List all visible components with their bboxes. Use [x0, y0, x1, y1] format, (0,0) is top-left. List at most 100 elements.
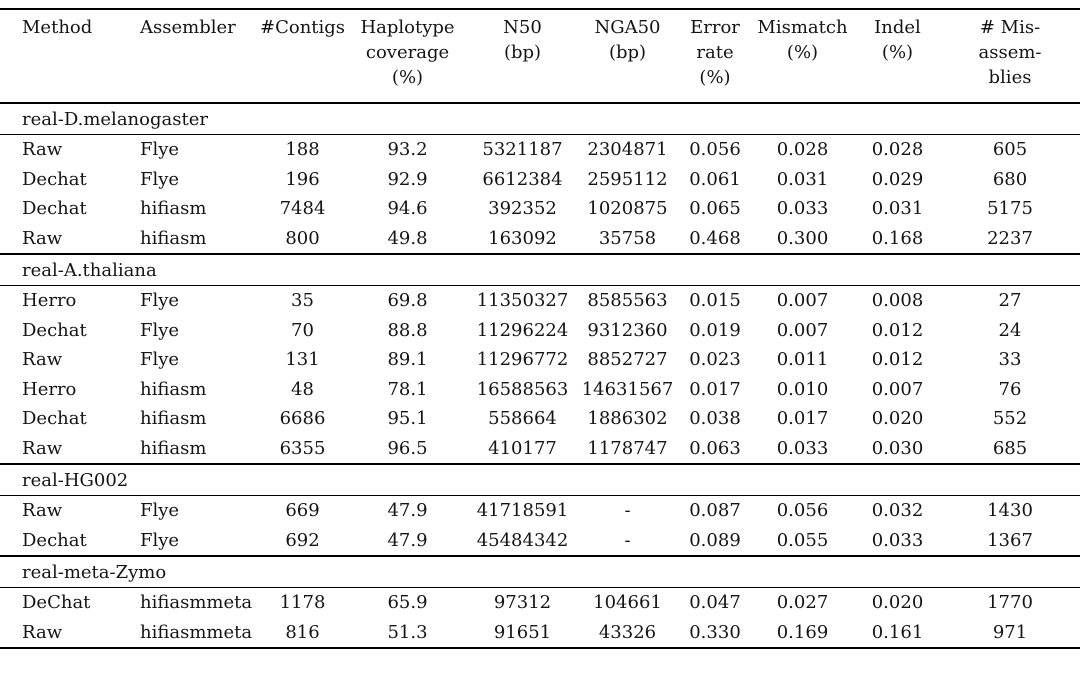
cell-error-rate: 0.330 [689, 621, 741, 643]
cell-assembler: hifiasmmeta [140, 592, 253, 614]
table-row: Raw hifiasm 6355 96.5 410177 1178747 0.063 0.03… [0, 434, 1080, 465]
cell-haplotype-coverage: 47.9 [387, 529, 428, 551]
cell-n50: 97312 [493, 592, 552, 614]
cell-error-rate: 0.061 [689, 168, 741, 190]
table-row: Dechat Flye 692 47.9 45484342 - 0.089 0.055 0.03… [0, 526, 1080, 557]
cell-indel: 0.161 [871, 621, 924, 643]
table-row: Dechat Flye 70 88.8 11296224 9312360 0.019 0.00… [0, 316, 1080, 346]
cell-mismatch: 0.017 [776, 408, 829, 430]
cell-misassemblies: 685 [992, 437, 1028, 459]
cell-nga50: 1178747 [587, 437, 668, 459]
section-label: real-meta-Zymo [22, 561, 167, 583]
cell-nga50: 14631567 [581, 378, 674, 400]
cell-method: Raw [22, 139, 63, 161]
cell-indel: 0.020 [871, 592, 924, 614]
cell-haplotype-coverage: 93.2 [387, 139, 428, 161]
cell-haplotype-coverage: 78.1 [387, 378, 428, 400]
cell-nga50: - [624, 529, 631, 551]
cell-error-rate: 0.087 [689, 500, 741, 522]
cell-haplotype-coverage: 51.3 [387, 621, 428, 643]
cell-contigs: 196 [285, 168, 320, 190]
cell-method: Dechat [22, 408, 87, 430]
cell-mismatch: 0.027 [776, 592, 829, 614]
cell-mismatch: 0.011 [776, 349, 829, 371]
cell-nga50: 9312360 [587, 319, 668, 341]
cell-haplotype-coverage: 88.8 [387, 319, 428, 341]
cell-error-rate: 0.063 [689, 437, 741, 459]
cell-method: Raw [22, 500, 63, 522]
cell-assembler: Flye [140, 168, 180, 190]
column-header-nga50: NGA50 (bp) [594, 17, 661, 63]
cell-mismatch: 0.169 [776, 621, 829, 643]
cell-haplotype-coverage: 92.9 [387, 168, 428, 190]
table-row: DeChat hifiasmmeta 1178 65.9 97312 104661 0.04… [0, 588, 1080, 618]
cell-nga50: 43326 [598, 621, 657, 643]
cell-misassemblies: 605 [992, 139, 1028, 161]
cell-mismatch: 0.007 [776, 319, 829, 341]
cell-assembler: hifiasm [140, 227, 207, 249]
cell-indel: 0.029 [871, 168, 924, 190]
cell-haplotype-coverage: 89.1 [387, 349, 428, 371]
cell-contigs: 48 [291, 378, 314, 400]
cell-contigs: 35 [291, 290, 314, 312]
cell-contigs: 6355 [279, 437, 326, 459]
cell-nga50: - [624, 500, 631, 522]
column-header-method: Method [22, 17, 93, 38]
cell-misassemblies: 552 [992, 408, 1028, 430]
table-row: Dechat hifiasm 7484 94.6 392352 1020875 0.065 0… [0, 194, 1080, 224]
cell-method: Dechat [22, 319, 87, 341]
cell-contigs: 800 [285, 227, 320, 249]
cell-contigs: 669 [285, 500, 320, 522]
column-header-misassemblies: # Mis- assem- blies [978, 17, 1042, 88]
cell-nga50: 104661 [593, 592, 662, 614]
cell-contigs: 692 [285, 529, 320, 551]
cell-method: Herro [22, 378, 77, 400]
cell-haplotype-coverage: 49.8 [387, 227, 428, 249]
section-row: real-D.melanogaster [0, 103, 1080, 135]
cell-n50: 41718591 [476, 500, 569, 522]
cell-misassemblies: 1430 [987, 500, 1033, 522]
cell-assembler: hifiasm [140, 437, 207, 459]
cell-error-rate: 0.019 [689, 319, 741, 341]
cell-indel: 0.168 [871, 227, 924, 249]
table-row: Raw hifiasmmeta 816 51.3 91651 43326 0.330 0.16… [0, 618, 1080, 649]
cell-n50: 45484342 [476, 529, 569, 551]
cell-indel: 0.028 [871, 139, 924, 161]
cell-mismatch: 0.028 [776, 139, 829, 161]
cell-method: Raw [22, 349, 63, 371]
table-body: real-D.melanogaster Raw Flye 188 93.2 5321187… [0, 103, 1080, 648]
cell-assembler: Flye [140, 290, 180, 312]
cell-mismatch: 0.033 [776, 198, 829, 220]
cell-nga50: 8585563 [587, 290, 668, 312]
cell-contigs: 70 [291, 319, 314, 341]
column-header-assembler: Assembler [140, 17, 236, 38]
cell-error-rate: 0.065 [689, 198, 741, 220]
cell-nga50: 35758 [598, 227, 657, 249]
column-header-n50: N50 (bp) [503, 17, 542, 63]
cell-indel: 0.008 [871, 290, 924, 312]
cell-error-rate: 0.047 [689, 592, 741, 614]
cell-indel: 0.012 [871, 349, 924, 371]
cell-misassemblies: 1367 [987, 529, 1033, 551]
cell-haplotype-coverage: 95.1 [387, 408, 428, 430]
section-label: real-HG002 [22, 469, 129, 491]
table-row: Raw Flye 669 47.9 41718591 - 0.087 0.056 0.032 14… [0, 496, 1080, 526]
cell-contigs: 7484 [279, 198, 326, 220]
cell-mismatch: 0.007 [776, 290, 829, 312]
cell-n50: 16588563 [476, 378, 569, 400]
cell-assembler: Flye [140, 139, 180, 161]
table-row: Herro Flye 35 69.8 11350327 8585563 0.015 0.007… [0, 286, 1080, 316]
cell-error-rate: 0.038 [689, 408, 741, 430]
cell-misassemblies: 24 [998, 319, 1022, 341]
cell-nga50: 2304871 [587, 139, 668, 161]
cell-mismatch: 0.300 [776, 227, 829, 249]
cell-n50: 163092 [488, 227, 557, 249]
table-row: Raw Flye 188 93.2 5321187 2304871 0.056 0.028 0.… [0, 135, 1080, 165]
cell-misassemblies: 971 [992, 621, 1028, 643]
section-row: real-A.thaliana [0, 254, 1080, 286]
column-header-indel: Indel (%) [874, 17, 921, 63]
cell-haplotype-coverage: 65.9 [387, 592, 428, 614]
cell-assembler: Flye [140, 500, 180, 522]
cell-misassemblies: 5175 [987, 198, 1033, 220]
section-row: real-HG002 [0, 464, 1080, 496]
